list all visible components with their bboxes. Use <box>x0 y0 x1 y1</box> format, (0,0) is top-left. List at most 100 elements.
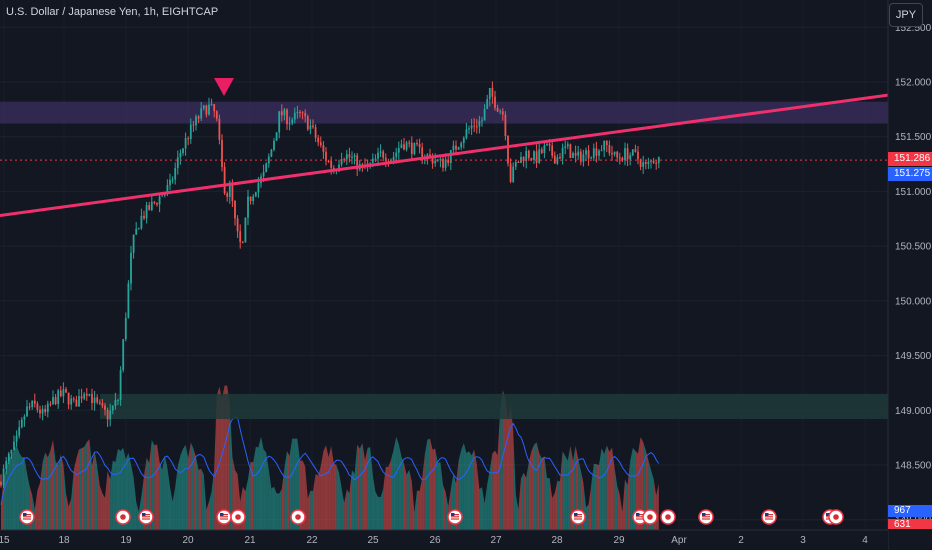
volume-area <box>162 455 165 530</box>
trendline[interactable] <box>0 93 889 217</box>
us-event-marker[interactable] <box>138 509 154 525</box>
us-event-marker[interactable] <box>761 509 777 525</box>
candle-body <box>137 228 140 230</box>
candle-body <box>475 126 478 128</box>
volume-area <box>601 448 605 530</box>
volume-area <box>333 463 337 530</box>
volume-area <box>118 448 121 530</box>
volume-area <box>541 456 545 530</box>
candle-body <box>275 132 278 141</box>
zones-layer <box>0 101 888 420</box>
time-tick-label: 22 <box>306 535 318 546</box>
volume-area <box>344 489 347 530</box>
candle-body <box>187 138 190 140</box>
volume-area <box>50 439 53 530</box>
candle-body <box>631 149 634 156</box>
drawings-layer[interactable] <box>0 78 889 217</box>
volume-area <box>34 490 38 530</box>
candle-body <box>20 419 23 428</box>
volume-area <box>640 436 644 530</box>
jp-event-marker[interactable] <box>230 509 246 525</box>
price-axis[interactable]: 152.500 152.000 151.500 151.000 150.500 150.0… <box>887 0 932 550</box>
jp-event-marker[interactable] <box>660 509 676 525</box>
candle-body <box>512 166 515 182</box>
candle-body <box>135 228 138 235</box>
volume-area <box>380 489 384 530</box>
candle-body <box>483 108 486 121</box>
volume-area <box>354 444 358 530</box>
volume-area <box>47 450 51 530</box>
volume-area <box>245 479 248 530</box>
time-tick-label: 27 <box>490 535 502 546</box>
volume-area <box>570 445 573 530</box>
us-event-marker[interactable] <box>698 509 714 525</box>
us-event-marker[interactable] <box>447 509 463 525</box>
volume-area <box>315 473 319 530</box>
candle-body <box>553 155 556 164</box>
us-event-marker[interactable] <box>19 509 35 525</box>
event-markers[interactable] <box>19 509 844 525</box>
volume-area <box>281 467 285 530</box>
volume-area <box>632 447 636 530</box>
candle-body <box>239 231 242 243</box>
volume-area <box>606 445 610 530</box>
candle-body <box>67 392 70 405</box>
time-tick-label: 18 <box>58 535 70 546</box>
volume-area <box>536 442 540 530</box>
symbol-title: U.S. Dollar / Japanese Yen, 1h, EIGHTCAP <box>6 6 219 18</box>
candle-body <box>124 317 127 340</box>
candle-body <box>600 150 603 152</box>
volume-area <box>495 450 498 530</box>
candle-body <box>101 403 104 406</box>
volume-area <box>443 485 446 530</box>
volume-area <box>432 448 436 530</box>
volume-area <box>341 487 345 530</box>
volume-area <box>258 436 261 530</box>
volume-area <box>409 469 412 530</box>
volume-area <box>383 466 386 530</box>
candle-body <box>257 183 260 193</box>
candle-body <box>98 402 101 404</box>
jp-event-marker[interactable] <box>290 509 306 525</box>
volume-area <box>367 447 371 530</box>
volume-area <box>66 493 69 530</box>
volume-area <box>19 452 22 530</box>
volume-area <box>313 473 316 530</box>
currency-button[interactable]: JPY <box>889 3 923 27</box>
volume-area <box>196 456 199 530</box>
candle-body <box>442 158 444 168</box>
candle-body <box>306 116 309 130</box>
candle-body <box>291 119 294 124</box>
us-event-marker[interactable] <box>570 509 586 525</box>
volume-area <box>612 447 615 530</box>
candle-body <box>501 111 504 115</box>
candle-body <box>197 116 200 119</box>
time-tick-label: 15 <box>0 535 10 546</box>
price-tick-label: 150.000 <box>895 296 932 307</box>
candle-body <box>400 144 403 148</box>
time-tick-label: 28 <box>551 535 563 546</box>
volume-area <box>487 469 490 530</box>
jp-event-marker[interactable] <box>828 509 844 525</box>
candle-body <box>278 111 281 133</box>
volume-area <box>320 451 324 530</box>
time-axis[interactable]: 15 18 19 20 21 22 25 26 27 28 29 Apr 2 3 4 <box>0 529 888 550</box>
volume-area <box>276 493 280 530</box>
candle-body <box>2 468 5 486</box>
volume-area <box>167 467 170 530</box>
us-event-marker[interactable] <box>216 509 232 525</box>
volume-area <box>414 490 417 530</box>
top-triangle-marker[interactable] <box>214 78 234 96</box>
volume-area <box>398 444 402 530</box>
time-tick-label: 29 <box>613 535 625 546</box>
volume-area <box>211 468 215 530</box>
volume-area <box>393 436 397 530</box>
volume-area <box>359 442 363 530</box>
jp-event-marker[interactable] <box>115 509 131 525</box>
volume-area <box>630 447 633 530</box>
volume-area <box>193 448 196 530</box>
volume-area <box>627 461 631 530</box>
jp-event-marker[interactable] <box>642 509 658 525</box>
